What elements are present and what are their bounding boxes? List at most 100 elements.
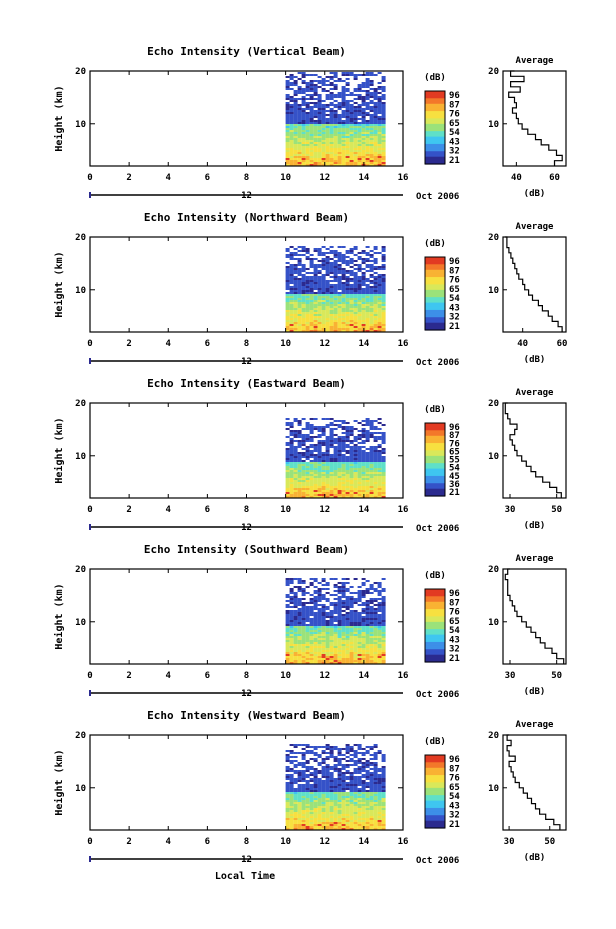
colorbar-segment <box>425 122 445 125</box>
heatmap-cell <box>333 806 338 808</box>
heatmap-cell <box>313 300 318 302</box>
heatmap-cell <box>345 310 350 312</box>
heatmap-cell <box>329 434 334 436</box>
heatmap-cell <box>341 420 346 422</box>
heatmap-cell <box>317 300 322 302</box>
heatmap-cell <box>289 112 294 114</box>
heatmap-cell <box>289 490 294 492</box>
heatmap-cell <box>285 580 290 582</box>
colorbar-segment <box>425 271 445 275</box>
heatmap-cell <box>345 764 350 766</box>
heatmap-cell <box>373 770 378 772</box>
heatmap-cell <box>357 164 362 166</box>
heatmap-cell <box>285 146 290 148</box>
heatmap-cell <box>349 478 354 480</box>
heatmap-cell <box>337 496 342 498</box>
heatmap-cell <box>325 776 330 778</box>
heatmap-cell <box>301 296 306 298</box>
heatmap-cell <box>361 604 366 606</box>
heatmap-cell <box>297 324 302 326</box>
heatmap-cell <box>353 118 358 120</box>
heatmap-cell <box>289 118 294 120</box>
heatmap-cell <box>333 324 338 326</box>
heatmap-cell <box>309 136 314 138</box>
heatmap-cell <box>313 590 318 592</box>
heatmap-cell <box>353 130 358 132</box>
heatmap-cell <box>381 790 386 792</box>
heatmap-cell <box>309 826 314 828</box>
heatmap-cell <box>369 776 374 778</box>
heatmap-cell <box>309 298 314 300</box>
heatmap-cell <box>293 330 298 332</box>
heatmap-cell <box>305 752 310 754</box>
heatmap-cell <box>325 794 330 796</box>
heatmap-cell <box>361 284 366 286</box>
heatmap-cell <box>293 796 298 798</box>
heatmap-cell <box>309 802 314 804</box>
heatmap-cell <box>293 294 298 296</box>
heatmap-cell <box>365 324 370 326</box>
heatmap-cell <box>329 490 334 492</box>
heatmap-cell <box>381 456 386 458</box>
heatmap-cell <box>317 466 322 468</box>
y-tick-label: 10 <box>75 286 86 296</box>
heatmap-cell <box>349 618 354 620</box>
heatmap-cell <box>361 446 366 448</box>
heatmap-cell <box>321 790 326 792</box>
heatmap-cell <box>377 136 382 138</box>
heatmap-cell <box>297 810 302 812</box>
colorbar-segment <box>425 317 445 320</box>
heatmap-cell <box>329 308 334 310</box>
heatmap-cell <box>381 102 386 104</box>
heatmap-cell <box>329 96 334 98</box>
heatmap-cell <box>337 638 342 640</box>
heatmap-cell <box>361 650 366 652</box>
heatmap-cell <box>317 100 322 102</box>
heatmap-cell <box>357 640 362 642</box>
colorbar-segment <box>425 474 445 477</box>
heatmap-cell <box>357 798 362 800</box>
heatmap-cell <box>305 152 310 154</box>
heatmap-cell <box>325 614 330 616</box>
heatmap-cell <box>381 266 386 268</box>
heatmap-cell <box>369 126 374 128</box>
heatmap-cell <box>321 814 326 816</box>
heatmap-cell <box>373 448 378 450</box>
heatmap-cell <box>373 796 378 798</box>
heatmap-cell <box>309 618 314 620</box>
heatmap-cell <box>285 164 290 166</box>
heatmap-cell <box>321 260 326 262</box>
heatmap-cell <box>285 484 290 486</box>
heatmap-cell <box>373 818 378 820</box>
heatmap-cell <box>297 790 302 792</box>
heatmap-cell <box>329 128 334 130</box>
heatmap-cell <box>381 254 386 256</box>
heatmap-cell <box>365 302 370 304</box>
heatmap-cell <box>285 118 290 120</box>
heatmap-cell <box>309 150 314 152</box>
heatmap-cell <box>285 794 290 796</box>
heatmap-cell <box>333 638 338 640</box>
heatmap-cell <box>301 440 306 442</box>
heatmap-cell <box>357 106 362 108</box>
heatmap-cell <box>337 118 342 120</box>
heatmap-cell <box>337 590 342 592</box>
heatmap-cell <box>333 610 338 612</box>
heatmap-cell <box>297 462 302 464</box>
heatmap-cell <box>329 154 334 156</box>
heatmap-cell <box>377 452 382 454</box>
heatmap-cell <box>285 82 290 84</box>
heatmap-cell <box>305 116 310 118</box>
heatmap-cell <box>305 614 310 616</box>
heatmap-cell <box>341 282 346 284</box>
heatmap-cell <box>329 94 334 96</box>
heatmap-cell <box>325 98 330 100</box>
heatmap-cell <box>349 652 354 654</box>
heatmap-cell <box>369 312 374 314</box>
heatmap-cell <box>333 156 338 158</box>
heatmap-cell <box>293 482 298 484</box>
heatmap-cell <box>369 746 374 748</box>
heatmap-cell <box>369 802 374 804</box>
heatmap-cell <box>285 310 290 312</box>
heatmap-cell <box>345 250 350 252</box>
